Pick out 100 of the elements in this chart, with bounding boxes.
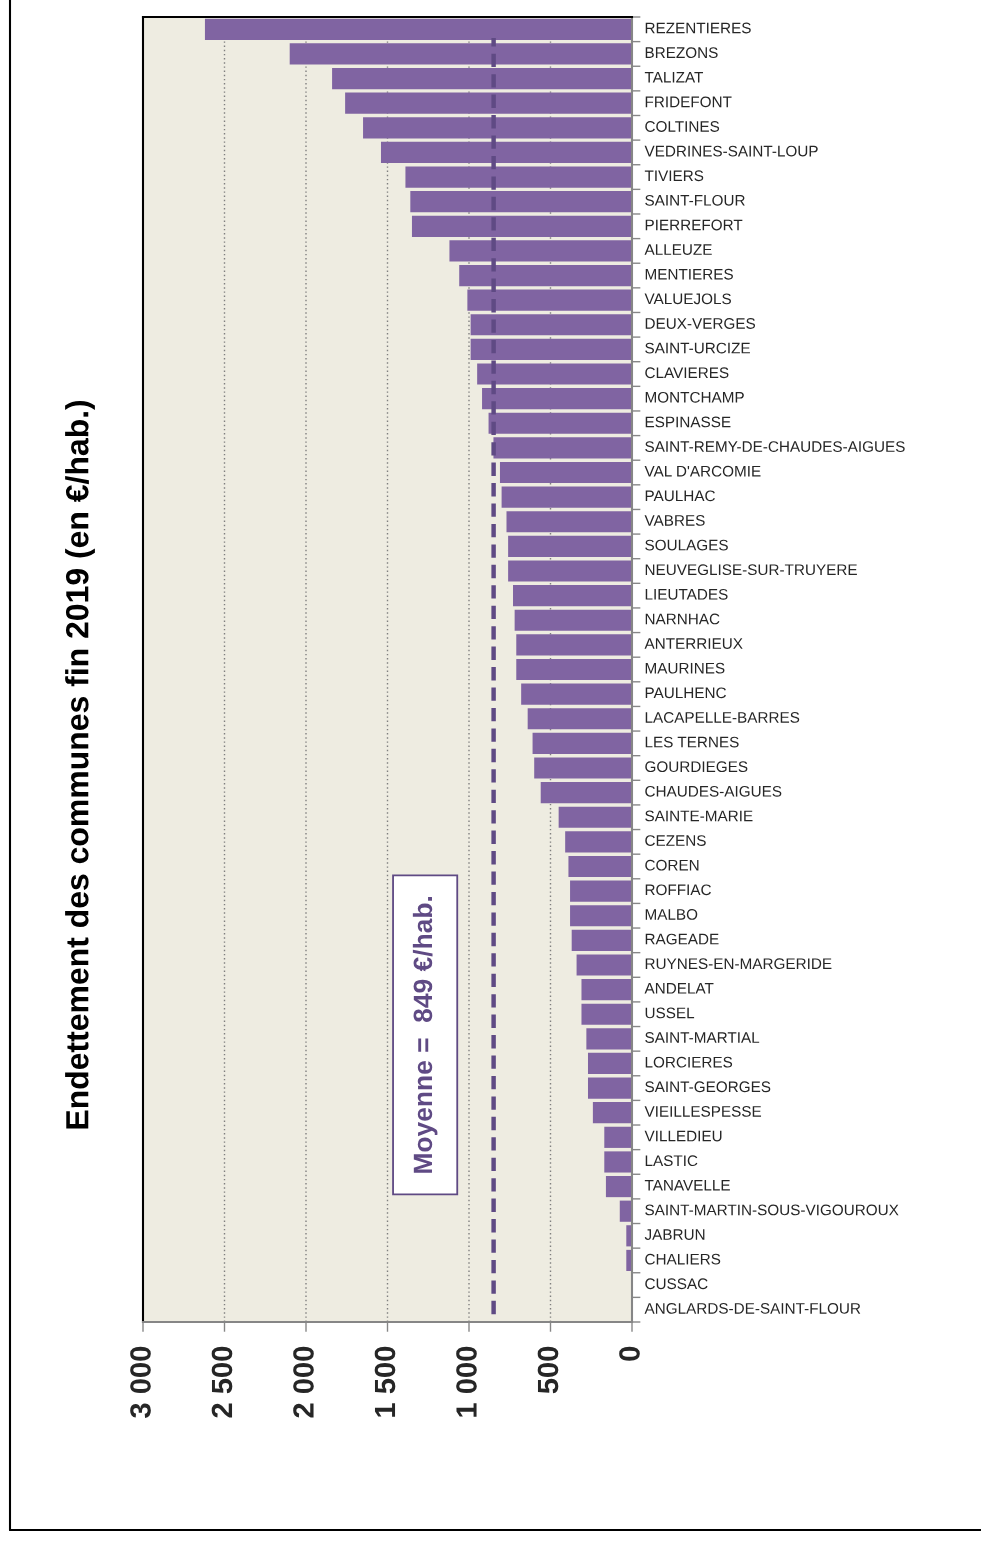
bar	[516, 658, 632, 681]
x-tick-label: 0	[619, 1346, 640, 1361]
bar	[576, 954, 632, 976]
bar	[482, 388, 632, 410]
y-tick-label: CLAVIERES	[645, 367, 729, 379]
bar	[516, 634, 632, 656]
bar	[558, 806, 632, 828]
y-tick-label: LORCIERES	[645, 1056, 733, 1068]
bar	[568, 855, 632, 878]
y-tick-label: REZENTIERES	[645, 22, 751, 34]
y-tick-label: MENTIERES	[645, 268, 733, 280]
y-tick-label: USSEL	[645, 1007, 695, 1019]
y-tick-label: LIEUTADES	[645, 588, 728, 600]
bar	[521, 683, 632, 705]
y-tick-label: LASTIC	[645, 1155, 698, 1167]
bar	[586, 1028, 632, 1050]
y-tick-label: PAULHENC	[645, 687, 726, 699]
x-tick-label: 3 000	[130, 1346, 151, 1418]
y-tick-label: SAINT-REMY-DE-CHAUDES-AIGUES	[645, 441, 905, 452]
bar	[405, 166, 632, 188]
y-tick-label: MALBO	[645, 909, 698, 920]
bar	[493, 437, 632, 459]
bar	[459, 264, 632, 287]
y-tick-label: CHAUDES-AIGUES	[645, 785, 782, 797]
bar	[581, 979, 632, 1001]
bar	[565, 831, 632, 853]
y-tick-label: ESPINASSE	[645, 416, 731, 428]
bar	[508, 535, 632, 557]
y-tick-label: GOURDIEGES	[645, 761, 748, 773]
y-tick-label: CUSSAC	[645, 1278, 708, 1290]
bar	[581, 1003, 632, 1025]
bar	[592, 1102, 632, 1124]
bar	[571, 929, 632, 951]
bar	[499, 461, 632, 484]
text: Endettement des communes fin 2019 (en €/hab.)	[65, 400, 95, 1129]
y-tick-label: ANGLARDS-DE-SAINT-FLOUR	[644, 1302, 861, 1314]
bar	[332, 67, 632, 90]
bar	[449, 240, 632, 262]
bar	[508, 560, 632, 582]
y-tick-label: JABRUN	[644, 1229, 705, 1240]
bar	[587, 1052, 632, 1075]
bar	[411, 215, 632, 237]
y-tick-label: DEUX-VERGES	[645, 318, 756, 329]
y-tick-label: CHALIERS	[645, 1253, 721, 1265]
bar	[570, 880, 632, 902]
y-tick-label: TIVIERS	[644, 170, 704, 182]
y-tick-label: MONTCHAMP	[645, 391, 744, 403]
y-tick-label: SAINT-MARTIN-SOUS-VIGOUROUX	[645, 1204, 899, 1216]
y-tick-label: ALLEUZE	[644, 244, 712, 256]
y-tick-label: SAINT-URCIZE	[645, 342, 750, 354]
y-tick-label: MAURINES	[645, 662, 725, 674]
bar	[570, 905, 632, 927]
y-tick-label: SAINT-MARTIAL	[645, 1032, 760, 1043]
y-tick-label: BREZONS	[645, 47, 718, 59]
y-tick-label: VILLEDIEU	[644, 1130, 722, 1142]
y-tick-label: TALIZAT	[644, 72, 704, 83]
y-tick-label: VAL D'ARCOMIE	[644, 465, 761, 477]
bar	[604, 1151, 632, 1173]
y-tick-label: TANAVELLE	[644, 1180, 730, 1191]
bar	[363, 117, 632, 139]
y-tick-label: RUYNES-EN-MARGERIDE	[645, 958, 832, 970]
y-tick-label: SAINT-GEORGES	[645, 1081, 771, 1093]
y-tick-label: FRIDEFONT	[645, 96, 732, 108]
bar	[470, 338, 632, 360]
bar	[470, 314, 632, 336]
bar	[540, 782, 632, 804]
y-tick-label: VEDRINES-SAINT-LOUP	[644, 145, 818, 157]
bar	[605, 1175, 632, 1198]
y-tick-label: SAINTE-MARIE	[645, 810, 753, 822]
y-tick-label: PIERREFORT	[645, 219, 743, 231]
y-tick-label: VABRES	[644, 515, 705, 526]
y-tick-label: LACAPELLE-BARRES	[645, 712, 800, 723]
bar	[527, 708, 632, 730]
bar	[477, 363, 632, 385]
bar	[514, 609, 632, 631]
y-tick-label: VALUEJOLS	[644, 293, 731, 305]
bar	[604, 1126, 632, 1148]
y-tick-label: COREN	[645, 859, 699, 871]
bar	[380, 141, 632, 164]
y-tick-label: VIEILLESPESSE	[644, 1105, 762, 1117]
bar	[501, 486, 632, 508]
bar	[587, 1077, 632, 1099]
x-tick-label: 1 000	[456, 1346, 477, 1417]
y-tick-label: RAGEADE	[645, 933, 719, 945]
ref-line-label: Moyenne = 849 €/hab.	[412, 897, 438, 1173]
bar	[506, 511, 632, 533]
y-tick-label: PAULHAC	[645, 490, 715, 502]
x-tick-label: 2 500	[211, 1346, 233, 1418]
x-tick-label: 2 000	[293, 1346, 314, 1418]
y-tick-label: NARNHAC	[645, 613, 720, 625]
bar	[204, 18, 632, 40]
x-tick-label: 1 500	[374, 1346, 396, 1417]
y-tick-label: NEUVEGLISE-SUR-TRUYERE	[645, 564, 857, 576]
y-tick-label: ROFFIAC	[645, 884, 711, 896]
y-tick-label: ANDELAT	[644, 983, 714, 994]
y-tick-label: SOULAGES	[645, 539, 728, 551]
y-tick-label: COLTINES	[645, 121, 720, 132]
bar	[488, 412, 632, 434]
bar	[289, 43, 632, 65]
bar	[345, 92, 632, 114]
